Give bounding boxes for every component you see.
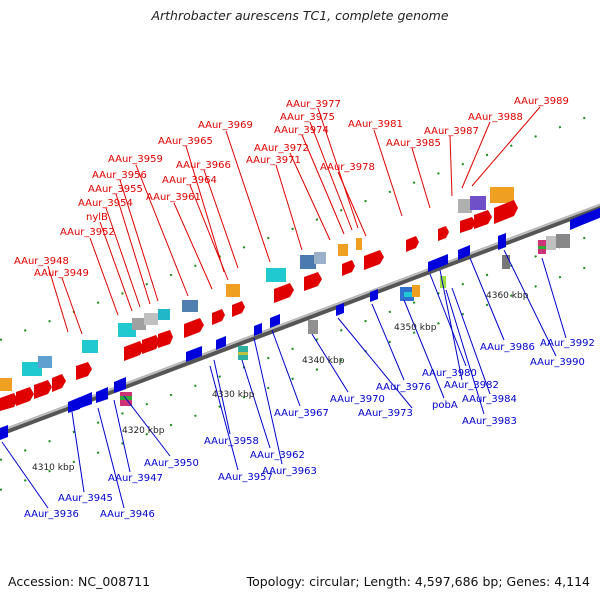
gene-label: AAur_3978 bbox=[320, 162, 375, 173]
gene-label: AAur_3987 bbox=[424, 126, 479, 137]
tick-label: 4320 kbp bbox=[122, 426, 165, 436]
gene-label: AAur_3947 bbox=[108, 473, 163, 484]
gene-label: AAur_3961 bbox=[146, 192, 201, 203]
scale-ticks: 4310 kbp 4320 kbp 4330 kbp 4340 kbp 4350… bbox=[32, 291, 529, 473]
gene-label: AAur_3982 bbox=[444, 380, 499, 391]
gene-label: AAur_3974 bbox=[274, 125, 329, 136]
gene-label: AAur_3957 bbox=[218, 472, 273, 483]
tick-label: 4340 kbp bbox=[302, 356, 345, 366]
gene-label: AAur_3952 bbox=[60, 227, 115, 238]
gene-label: AAur_3981 bbox=[348, 119, 403, 130]
tick-label: 4310 kbp bbox=[32, 463, 75, 473]
gene-label: AAur_3967 bbox=[274, 408, 329, 419]
gene-label: AAur_3946 bbox=[100, 509, 155, 520]
genome-summary: Topology: circular; Length: 4,597,686 bp… bbox=[246, 574, 590, 589]
bottom-labels: AAur_3936 AAur_3945 AAur_3946 AAur_3947 … bbox=[1, 249, 595, 520]
map-title: Arthrobacter aurescens TC1, complete gen… bbox=[151, 8, 449, 23]
gene-label: AAur_3976 bbox=[376, 382, 431, 393]
gene-label: AAur_3966 bbox=[176, 160, 231, 171]
gene-label: AAur_3988 bbox=[468, 112, 523, 123]
tick-label: 4330 kbp bbox=[212, 390, 255, 400]
gene-label: AAur_3989 bbox=[514, 96, 569, 107]
gene-label: AAur_3959 bbox=[108, 154, 163, 165]
gene-label: AAur_3973 bbox=[358, 408, 413, 419]
gene-label: AAur_3964 bbox=[162, 175, 217, 186]
tick-label: 4360 kbp bbox=[486, 291, 529, 301]
genome-backbone bbox=[0, 203, 600, 437]
gene-label: AAur_3971 bbox=[246, 155, 301, 166]
top-labels: AAur_3948 AAur_3949 AAur_3952 nylB AAur_… bbox=[14, 96, 569, 335]
gene-label: nylB bbox=[86, 212, 108, 223]
gene-label: AAur_3986 bbox=[480, 342, 535, 353]
grid-tracks bbox=[0, 111, 600, 491]
gene-label: AAur_3950 bbox=[144, 458, 199, 469]
gene-label: AAur_3985 bbox=[386, 138, 441, 149]
gene-label: AAur_3936 bbox=[24, 509, 79, 520]
forward-genes bbox=[0, 187, 518, 411]
gene-label: AAur_3992 bbox=[540, 338, 595, 349]
gene-label: AAur_3954 bbox=[78, 198, 133, 209]
gene-label: AAur_3948 bbox=[14, 256, 69, 267]
gene-label: AAur_3955 bbox=[88, 184, 143, 195]
gene-label: AAur_3945 bbox=[58, 493, 113, 504]
gene-label: AAur_3958 bbox=[204, 436, 259, 447]
gene-label: pobA bbox=[432, 400, 458, 411]
reverse-genes bbox=[0, 207, 600, 440]
gene-label: AAur_3975 bbox=[280, 112, 335, 123]
gene-label: AAur_3984 bbox=[462, 394, 517, 405]
gene-label: AAur_3983 bbox=[462, 416, 517, 427]
gene-label: AAur_3990 bbox=[530, 357, 585, 368]
gene-label: AAur_3969 bbox=[198, 120, 253, 131]
gene-label: AAur_3949 bbox=[34, 268, 89, 279]
gene-label: AAur_3965 bbox=[158, 136, 213, 147]
gene-label: AAur_3956 bbox=[92, 170, 147, 181]
gene-label: AAur_3977 bbox=[286, 99, 341, 110]
accession-label: Accession: NC_008711 bbox=[8, 574, 151, 589]
gene-label: AAur_3962 bbox=[250, 450, 305, 461]
gene-label: AAur_3970 bbox=[330, 394, 385, 405]
gene-label: AAur_3980 bbox=[422, 368, 477, 379]
tick-label: 4350 kbp bbox=[394, 323, 437, 333]
gene-label: AAur_3972 bbox=[254, 143, 309, 154]
gene-label: AAur_3963 bbox=[262, 466, 317, 477]
